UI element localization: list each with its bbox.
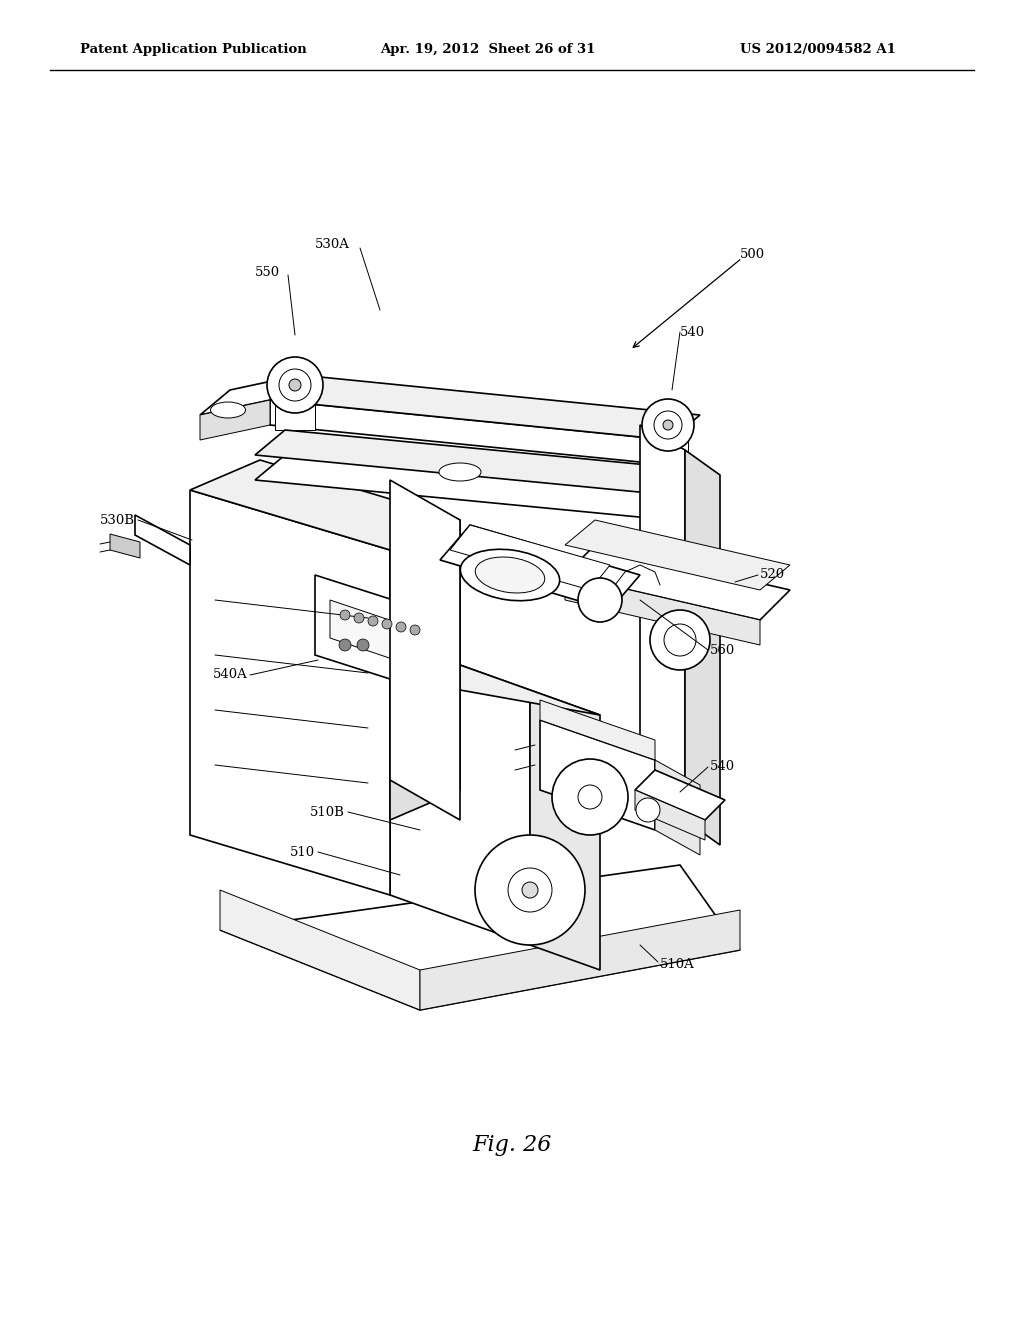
Circle shape — [279, 370, 311, 401]
Circle shape — [578, 785, 602, 809]
Polygon shape — [420, 909, 740, 1010]
Polygon shape — [685, 450, 720, 845]
Circle shape — [642, 399, 694, 451]
Text: 510A: 510A — [660, 958, 694, 972]
Polygon shape — [635, 789, 705, 840]
Polygon shape — [200, 375, 300, 414]
Text: 540A: 540A — [213, 668, 248, 681]
Polygon shape — [390, 520, 460, 820]
Text: 540: 540 — [710, 760, 735, 774]
Text: 550: 550 — [255, 265, 281, 279]
Polygon shape — [220, 890, 420, 1010]
Polygon shape — [390, 480, 460, 820]
Polygon shape — [200, 400, 270, 440]
Polygon shape — [255, 430, 700, 495]
Polygon shape — [540, 719, 655, 830]
Circle shape — [339, 639, 351, 651]
Circle shape — [663, 420, 673, 430]
Circle shape — [340, 610, 350, 620]
Circle shape — [267, 356, 323, 413]
Polygon shape — [330, 601, 425, 671]
Text: 560: 560 — [710, 644, 735, 656]
Polygon shape — [275, 385, 315, 430]
Circle shape — [475, 836, 585, 945]
Text: Fig. 26: Fig. 26 — [472, 1134, 552, 1156]
Circle shape — [552, 759, 628, 836]
Circle shape — [654, 411, 682, 440]
Polygon shape — [565, 545, 790, 620]
Circle shape — [382, 619, 392, 630]
Polygon shape — [110, 535, 140, 558]
Polygon shape — [270, 375, 700, 440]
Circle shape — [357, 639, 369, 651]
Circle shape — [368, 616, 378, 626]
Polygon shape — [450, 525, 610, 590]
Circle shape — [650, 610, 710, 671]
Ellipse shape — [475, 557, 545, 593]
Polygon shape — [540, 700, 655, 760]
Polygon shape — [565, 576, 760, 645]
Polygon shape — [315, 576, 440, 696]
Circle shape — [636, 799, 660, 822]
Polygon shape — [530, 690, 600, 970]
Circle shape — [289, 379, 301, 391]
Text: 500: 500 — [740, 248, 765, 261]
Polygon shape — [135, 515, 190, 565]
Polygon shape — [640, 425, 685, 820]
Polygon shape — [190, 490, 390, 895]
Polygon shape — [390, 640, 530, 945]
Polygon shape — [220, 865, 740, 1010]
Polygon shape — [190, 459, 460, 550]
Circle shape — [578, 578, 622, 622]
Text: 520: 520 — [760, 569, 785, 582]
Polygon shape — [390, 640, 600, 715]
Circle shape — [410, 624, 420, 635]
Polygon shape — [648, 425, 688, 465]
Polygon shape — [255, 455, 700, 520]
Circle shape — [354, 612, 364, 623]
Circle shape — [664, 624, 696, 656]
Text: 510B: 510B — [310, 805, 345, 818]
Text: 530B: 530B — [100, 513, 135, 527]
Ellipse shape — [439, 463, 481, 480]
Polygon shape — [635, 770, 725, 820]
Text: Patent Application Publication: Patent Application Publication — [80, 44, 307, 57]
Text: Apr. 19, 2012  Sheet 26 of 31: Apr. 19, 2012 Sheet 26 of 31 — [380, 44, 595, 57]
Text: US 2012/0094582 A1: US 2012/0094582 A1 — [740, 44, 896, 57]
Polygon shape — [440, 525, 640, 610]
Text: 530A: 530A — [315, 239, 350, 252]
Polygon shape — [565, 520, 790, 590]
Ellipse shape — [461, 549, 560, 601]
Polygon shape — [655, 760, 700, 855]
Circle shape — [508, 869, 552, 912]
Circle shape — [522, 882, 538, 898]
Polygon shape — [270, 400, 670, 465]
Ellipse shape — [211, 403, 246, 418]
Circle shape — [396, 622, 406, 632]
Text: 510: 510 — [290, 846, 315, 858]
Text: 540: 540 — [680, 326, 706, 338]
